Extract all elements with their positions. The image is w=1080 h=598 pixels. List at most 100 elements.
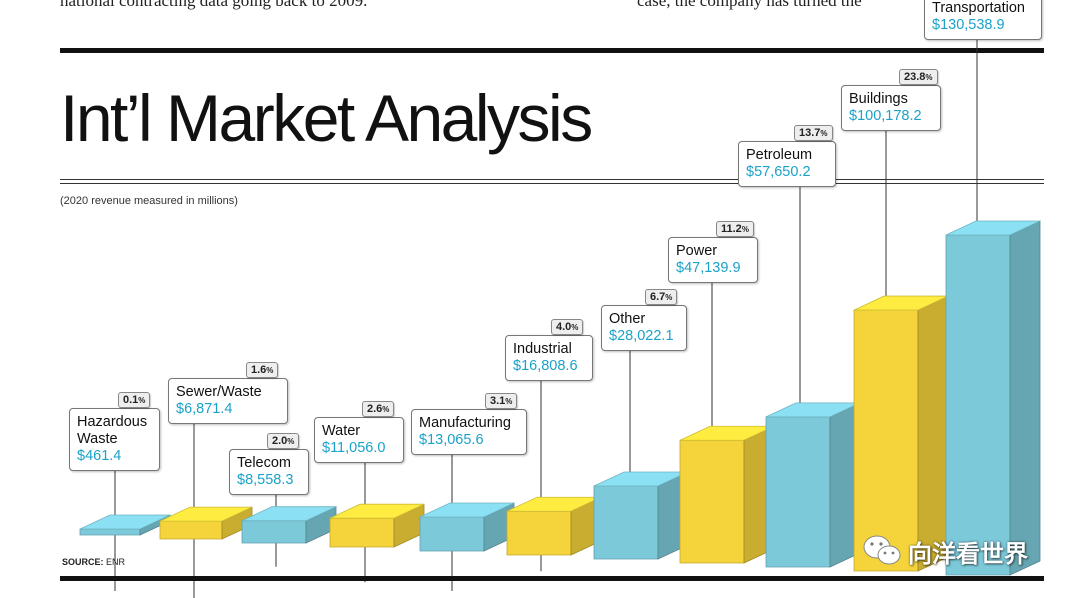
category-label: Buildings bbox=[849, 91, 908, 107]
bar-front-industrial bbox=[506, 510, 572, 556]
chart-title: Int’l Market Analysis bbox=[60, 81, 593, 155]
bottom-rule bbox=[60, 576, 1044, 581]
percent-badge-sewer-waste: 1.6% bbox=[246, 362, 279, 378]
percent-value: 11.2 bbox=[721, 223, 742, 235]
title-rule-1 bbox=[60, 179, 1044, 180]
percent-badge-manufacturing: 3.1% bbox=[485, 393, 518, 409]
category-label: Water bbox=[322, 423, 361, 439]
percent-badge-telecom: 2.0% bbox=[267, 433, 300, 449]
data-label-petroleum: Petroleum $57,650.2 bbox=[738, 141, 836, 187]
category-label: Industrial bbox=[513, 341, 572, 357]
percent-value: 4.0 bbox=[556, 321, 572, 333]
percent-value: 2.0 bbox=[272, 435, 288, 447]
percent-value: 13.7 bbox=[799, 127, 821, 139]
article-text-left: national contracting data going back to … bbox=[60, 0, 368, 10]
bar-top-water bbox=[329, 503, 425, 519]
percent-value: 1.6 bbox=[251, 364, 267, 376]
bar-front-water bbox=[329, 517, 395, 548]
percent-badge-power: 11.2% bbox=[716, 221, 754, 237]
bar-top-transportation bbox=[945, 220, 1041, 236]
data-label-buildings: Buildings $100,178.2 bbox=[841, 85, 941, 131]
article-text-right: case, the company has turned the bbox=[637, 0, 862, 10]
percent-value: 6.7 bbox=[650, 291, 666, 303]
bar-front-telecom bbox=[241, 520, 307, 544]
bars bbox=[79, 220, 1041, 576]
category-label: Power bbox=[676, 243, 718, 259]
bar-side-transportation bbox=[1009, 220, 1041, 576]
value-label: $6,871.4 bbox=[176, 401, 233, 417]
percent-unit: % bbox=[571, 323, 579, 332]
bar-top-sewer-waste bbox=[159, 506, 253, 522]
percent-value: 2.6 bbox=[367, 403, 383, 415]
value-label: $16,808.6 bbox=[513, 358, 578, 374]
bar-front-sewer-waste bbox=[159, 520, 223, 540]
category-label: Telecom bbox=[237, 455, 291, 471]
percent-unit: % bbox=[382, 405, 390, 414]
value-label: $8,558.3 bbox=[237, 472, 294, 488]
category-label: Sewer/Waste bbox=[176, 384, 262, 400]
bar-top-manufacturing bbox=[419, 502, 515, 518]
category-label: Transportation bbox=[932, 0, 1025, 16]
value-label: $47,139.9 bbox=[676, 260, 741, 276]
percent-badge-other: 6.7% bbox=[645, 289, 678, 305]
data-label-industrial: Industrial $16,808.6 bbox=[505, 335, 593, 381]
percent-value: 0.1 bbox=[123, 394, 139, 406]
percent-unit: % bbox=[505, 397, 513, 406]
data-label-hazardous-waste: Hazardous Waste $461.4 bbox=[69, 408, 160, 471]
watermark-text: 向洋看世界 bbox=[908, 540, 1028, 568]
bar-buildings bbox=[853, 295, 949, 572]
value-label: $461.4 bbox=[77, 448, 122, 464]
data-label-power: Power $47,139.9 bbox=[668, 237, 758, 283]
data-label-water: Water $11,056.0 bbox=[314, 417, 404, 463]
bar-front-other bbox=[593, 485, 659, 560]
bar-side-buildings bbox=[917, 295, 949, 572]
data-label-telecom: Telecom $8,558.3 bbox=[229, 449, 309, 495]
value-label: $11,056.0 bbox=[322, 440, 386, 456]
bar-telecom bbox=[241, 506, 337, 544]
data-label-transportation: Transportation $130,538.9 bbox=[924, 0, 1042, 40]
bar-water bbox=[329, 503, 425, 548]
category-label: Petroleum bbox=[746, 147, 813, 163]
value-label: $100,178.2 bbox=[849, 108, 922, 124]
percent-badge-buildings: 23.8% bbox=[899, 69, 938, 85]
bar-front-hazardous-waste bbox=[79, 528, 141, 536]
bar-petroleum bbox=[765, 402, 861, 568]
bar-top-hazardous-waste bbox=[79, 514, 171, 530]
bar-industrial bbox=[506, 496, 602, 556]
category-label: Hazardous Waste bbox=[77, 414, 148, 447]
chart-subtitle: (2020 revenue measured in millions) bbox=[60, 195, 238, 207]
top-rule bbox=[60, 48, 1044, 53]
value-label: $57,650.2 bbox=[746, 164, 811, 180]
category-label: Manufacturing bbox=[419, 415, 511, 431]
data-label-sewer-waste: Sewer/Waste $6,871.4 bbox=[168, 378, 288, 424]
value-label: $13,065.6 bbox=[419, 432, 484, 448]
bar-front-transportation bbox=[945, 234, 1011, 576]
data-label-manufacturing: Manufacturing $13,065.6 bbox=[411, 409, 527, 455]
source-note: SOURCE: ENR bbox=[62, 557, 125, 567]
percent-unit: % bbox=[925, 73, 933, 82]
bar-front-petroleum bbox=[765, 416, 831, 568]
source-value: ENR bbox=[106, 557, 126, 567]
value-label: $28,022.1 bbox=[609, 328, 674, 344]
bar-top-telecom bbox=[241, 506, 337, 522]
percent-badge-hazardous-waste: 0.1% bbox=[118, 392, 151, 408]
wechat-icon bbox=[863, 535, 901, 565]
bar-front-power bbox=[679, 439, 745, 564]
percent-unit: % bbox=[741, 225, 749, 234]
watermark: 向洋看世界 bbox=[862, 533, 1028, 569]
bar-front-buildings bbox=[853, 309, 919, 572]
value-label: $130,538.9 bbox=[932, 17, 1005, 33]
percent-value: 23.8 bbox=[904, 71, 926, 83]
percent-badge-water: 2.6% bbox=[362, 401, 395, 417]
percent-unit: % bbox=[266, 366, 274, 375]
bar-power bbox=[679, 425, 775, 564]
percent-unit: % bbox=[138, 396, 146, 405]
percent-unit: % bbox=[287, 437, 295, 446]
bar-sewer-waste bbox=[159, 506, 253, 540]
percent-badge-petroleum: 13.7% bbox=[794, 125, 833, 141]
bar-transportation bbox=[945, 220, 1041, 576]
source-label: SOURCE: bbox=[62, 557, 104, 567]
percent-badge-industrial: 4.0% bbox=[551, 319, 584, 335]
bar-hazardous-waste bbox=[79, 514, 171, 536]
